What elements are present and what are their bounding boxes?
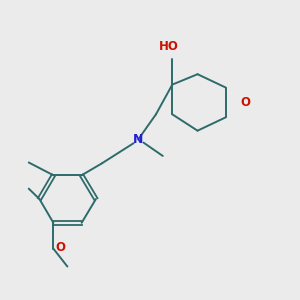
Text: N: N [133, 133, 143, 146]
Text: O: O [240, 96, 250, 109]
Text: HO: HO [159, 40, 179, 53]
Text: O: O [55, 241, 65, 254]
